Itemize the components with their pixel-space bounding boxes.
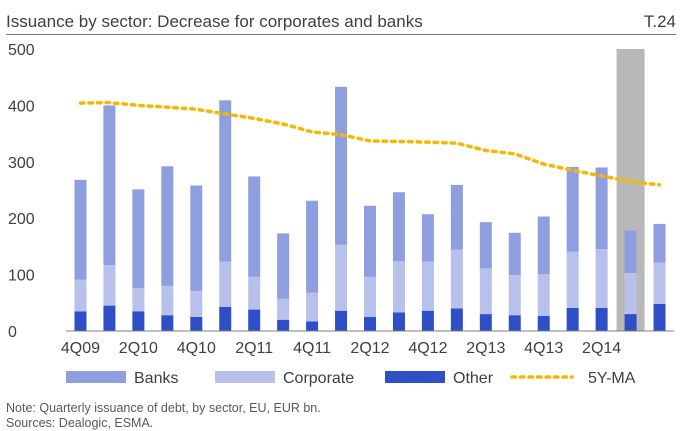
legend-label-corporate: Corporate (283, 370, 354, 387)
chart-notes: Note: Quarterly issuance of debt, by sec… (6, 401, 321, 431)
bar-other-1Q10 (103, 305, 116, 331)
bar-other-1Q14 (566, 307, 579, 331)
legend-label-5y-ma: 5Y-MA (588, 370, 636, 387)
chart-tag: T.24 (643, 12, 676, 31)
x-tick-label: 2Q11 (235, 340, 273, 357)
y-tick-label: 200 (8, 211, 35, 228)
legend-label-other: Other (453, 370, 494, 387)
bar-other-4Q10 (190, 316, 203, 331)
legend-swatch-banks (66, 371, 126, 383)
bar-other-1Q12 (335, 310, 348, 331)
bar-corporate-4Q13 (537, 274, 550, 316)
x-tick-label: 4Q11 (293, 340, 331, 357)
bar-other-3Q14 (624, 314, 637, 331)
bar-banks-2Q12 (364, 205, 376, 277)
x-tick-label: 4Q12 (408, 340, 447, 357)
bar-banks-4Q13 (537, 216, 550, 275)
bar-banks-1Q10 (103, 105, 116, 266)
bar-other-2Q13 (479, 314, 492, 331)
chart-header: Issuance by sector: Decrease for corpora… (6, 10, 676, 35)
bar-banks-3Q13 (508, 232, 521, 276)
legend-swatch-corporate (215, 371, 275, 383)
note-text: Note: Quarterly issuance of debt, by sec… (6, 401, 321, 415)
x-tick-label: 4Q13 (524, 340, 563, 357)
bar-corporate-3Q14 (624, 272, 637, 315)
line-5y-ma (78, 100, 662, 187)
bar-corporate-3Q12 (392, 261, 405, 313)
bar-corporate-1Q14 (566, 251, 579, 308)
y-tick-label: 400 (8, 98, 35, 115)
bar-banks-1Q12 (335, 86, 348, 245)
bar-corporate-3Q13 (508, 275, 521, 316)
legend: Banks Corporate Other 5Y-MA (66, 370, 636, 387)
bar-corporate-2Q14 (595, 249, 608, 308)
bar-other-4Q12 (421, 310, 434, 331)
x-tick-label: 2Q10 (119, 340, 158, 357)
bar-banks-2Q10 (132, 189, 145, 289)
bar-banks-3Q10 (161, 166, 174, 286)
y-tick-label: 0 (8, 324, 17, 341)
bar-banks-4Q11 (306, 200, 319, 293)
bar-corporate-2Q12 (364, 276, 376, 317)
bar-banks-3Q11 (277, 233, 290, 299)
bar-banks-3Q12 (392, 192, 405, 262)
bar-banks-2Q13 (479, 222, 492, 269)
bar-banks-4Q10 (190, 185, 203, 291)
bar-other-1Q13 (450, 308, 463, 331)
bar-other-3Q11 (277, 319, 290, 331)
stacked-bar-chart: 0 100 200 300 400 500 4Q09 2Q10 4Q10 2Q11 4Q11 2Q12… (8, 42, 674, 387)
legend-swatch-other (385, 371, 445, 383)
bar-other-2Q10 (132, 311, 145, 331)
x-tick-label: 2Q12 (350, 340, 389, 357)
bar-corporate-1Q12 (335, 244, 348, 311)
chart-title: Issuance by sector: Decrease for corpora… (6, 12, 423, 31)
bar-corporate-4Q12 (421, 261, 434, 311)
bar-banks-4Q12 (421, 214, 434, 262)
bar-other-4Q14 (653, 303, 666, 331)
bar-other-1Q11 (219, 306, 232, 331)
bar-corporate-2Q13 (479, 268, 492, 315)
y-tick-label: 300 (8, 155, 35, 172)
bar-other-4Q13 (537, 315, 550, 331)
bar-corporate-3Q11 (277, 298, 290, 320)
x-tick-label: 2Q14 (582, 340, 621, 357)
sources-text: Sources: Dealogic, ESMA. (6, 416, 154, 430)
x-tick-label: 2Q13 (466, 340, 505, 357)
bar-banks-3Q14 (624, 230, 637, 273)
bar-other-4Q11 (306, 321, 319, 331)
bar-banks-2Q14 (595, 167, 608, 250)
bar-corporate-2Q11 (248, 276, 261, 310)
bar-corporate-4Q14 (653, 262, 666, 304)
bar-other-3Q13 (508, 315, 521, 331)
x-tick-label: 4Q10 (177, 340, 216, 357)
bar-corporate-4Q11 (306, 292, 319, 322)
bar-banks-4Q09 (74, 179, 87, 280)
bar-corporate-4Q09 (74, 279, 87, 312)
bar-corporate-1Q13 (450, 249, 463, 309)
bar-banks-2Q11 (248, 176, 261, 277)
y-tick-label: 500 (8, 42, 35, 59)
bar-corporate-3Q10 (161, 285, 174, 316)
legend-label-banks: Banks (134, 370, 178, 387)
bar-corporate-4Q10 (190, 290, 203, 317)
bar-banks-1Q14 (566, 166, 579, 252)
bar-other-3Q12 (392, 312, 405, 331)
y-tick-label: 100 (8, 268, 35, 285)
bar-other-2Q11 (248, 309, 261, 331)
bar-other-3Q10 (161, 315, 174, 331)
bar-other-4Q09 (74, 311, 87, 331)
bar-banks-1Q11 (219, 100, 232, 262)
bar-banks-4Q14 (653, 223, 666, 263)
bar-banks-1Q13 (450, 184, 463, 250)
x-tick-label: 4Q09 (61, 340, 100, 357)
bar-other-2Q12 (364, 316, 376, 331)
bar-other-2Q14 (595, 307, 608, 331)
bar-corporate-1Q10 (103, 265, 116, 306)
bar-corporate-1Q11 (219, 261, 232, 307)
bar-corporate-2Q10 (132, 288, 145, 312)
